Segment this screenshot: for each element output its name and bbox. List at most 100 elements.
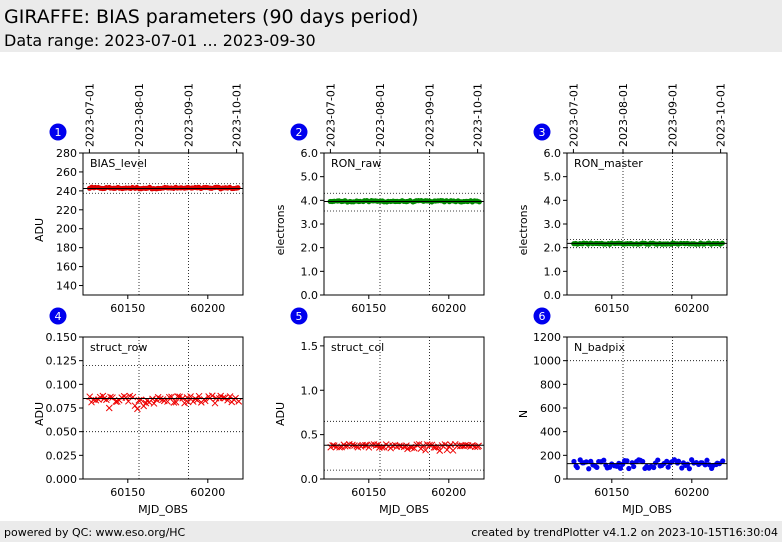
data-point — [686, 466, 692, 472]
data-point — [601, 457, 607, 463]
data-point — [434, 443, 442, 451]
point-stroke — [436, 447, 444, 454]
data-point — [441, 441, 449, 448]
y-tick-label: 1.0 — [301, 384, 319, 397]
panel-label: struct_row — [90, 341, 147, 354]
data-range-subtitle: Data range: 2023-07-01 ... 2023-09-30 — [4, 31, 316, 50]
point-stroke — [235, 397, 243, 405]
y-tick-label: 600 — [540, 402, 561, 415]
top-date-label: 2023-08-01 — [374, 83, 387, 147]
point-stroke — [189, 398, 197, 405]
point-stroke — [103, 396, 110, 404]
chart-panel-struct_col: 0.0 0.5 1.0 1.5 60150 60200 struct_col ADU MJD_O… — [274, 307, 485, 516]
plot-frame — [82, 152, 244, 296]
series-N_badpix — [571, 457, 726, 472]
plot-frame — [566, 152, 728, 296]
top-date-label: 2023-09-01 — [667, 83, 680, 147]
point-stroke — [105, 404, 113, 412]
y-tick-label: 0.000 — [46, 473, 78, 486]
y-tick-label: 4.0 — [301, 194, 319, 207]
x-tick-label: 60150 — [110, 302, 145, 315]
panel-label: RON_master — [574, 157, 643, 170]
y-tick-label: 6.0 — [544, 147, 562, 160]
data-point — [410, 444, 418, 452]
data-point — [112, 398, 120, 405]
data-point — [235, 397, 243, 405]
data-point — [475, 442, 482, 450]
y-tick-label: 0 — [554, 473, 561, 486]
data-point — [134, 405, 141, 413]
data-point — [137, 396, 145, 404]
page-title: GIRAFFE: BIAS parameters (90 days period… — [4, 6, 419, 28]
data-point — [574, 464, 580, 471]
data-point — [631, 463, 637, 470]
y-tick-label: 140 — [56, 280, 77, 293]
data-point — [208, 392, 216, 400]
x-tick-label: 60150 — [110, 486, 145, 499]
panel-number-badge — [290, 307, 308, 325]
point-stroke — [184, 398, 192, 406]
x-axis-label: MJD_OBS — [138, 503, 188, 516]
chart-panel-RON_raw: 0.0 1.0 2.0 3.0 4.0 5.0 6.0 60150 60200 2023-07-0… — [274, 83, 485, 315]
y-tick-label: 240 — [56, 185, 77, 198]
point-stroke — [217, 392, 225, 400]
data-point — [651, 464, 657, 471]
data-point — [415, 440, 423, 448]
chart-panel-N_badpix: 0 200 400 600 800 1000 1200 60150 60200 N_badpix N… — [517, 307, 728, 516]
data-point — [679, 465, 685, 471]
point-stroke — [345, 440, 353, 448]
point-stroke — [413, 441, 421, 449]
point-stroke — [109, 394, 116, 401]
y-tick-label: 0.025 — [46, 449, 78, 462]
plot-frame — [566, 336, 728, 480]
point-stroke — [172, 398, 180, 406]
y-tick-label: 1.0 — [301, 265, 319, 278]
y-tick-label: 180 — [56, 242, 77, 255]
panel-number-badge — [49, 307, 67, 325]
point-stroke — [404, 445, 411, 453]
y-axis-label: N — [517, 410, 530, 418]
point-stroke — [441, 441, 449, 448]
x-tick-label: 60200 — [431, 302, 466, 315]
top-date-label: 2023-10-01 — [715, 83, 728, 147]
point-stroke — [126, 392, 134, 400]
y-axis-label: electrons — [517, 204, 530, 255]
point-stroke — [422, 446, 429, 454]
y-tick-label: 1.5 — [301, 340, 319, 353]
point-stroke — [131, 402, 139, 410]
y-tick-label: 0.075 — [46, 402, 78, 415]
panel-number-badge — [49, 123, 67, 141]
data-point — [103, 396, 110, 404]
panel-number-badge — [533, 307, 551, 325]
panel-label: RON_raw — [331, 157, 381, 170]
y-tick-label: 0.100 — [46, 378, 78, 391]
y-tick-label: 220 — [56, 204, 77, 217]
data-point — [122, 394, 130, 402]
top-date-label: 2023-09-01 — [183, 83, 196, 147]
panel-number-text: 5 — [296, 310, 303, 323]
x-axis-label: MJD_OBS — [622, 503, 672, 516]
point-stroke — [129, 393, 137, 401]
point-stroke — [475, 442, 482, 450]
plot-frame — [323, 336, 485, 480]
point-stroke — [134, 405, 141, 413]
point-stroke — [150, 400, 158, 407]
panel-number-badge — [290, 123, 308, 141]
top-date-label: 2023-08-01 — [133, 83, 146, 147]
data-point — [571, 458, 577, 465]
y-tick-label: 1.0 — [544, 265, 562, 278]
top-date-label: 2023-10-01 — [472, 83, 485, 147]
y-axis-label: electrons — [274, 204, 287, 255]
data-point — [626, 465, 632, 472]
panel-number-text: 4 — [55, 310, 62, 323]
data-point — [129, 393, 137, 401]
data-point — [422, 446, 429, 454]
x-tick-label: 60200 — [190, 302, 225, 315]
y-tick-label: 2.0 — [301, 242, 319, 255]
data-point — [131, 402, 139, 410]
data-point — [594, 464, 600, 470]
data-point — [704, 457, 710, 463]
point-stroke — [397, 443, 405, 450]
x-tick-label: 60150 — [351, 486, 386, 499]
panel-number-text: 2 — [296, 126, 303, 139]
